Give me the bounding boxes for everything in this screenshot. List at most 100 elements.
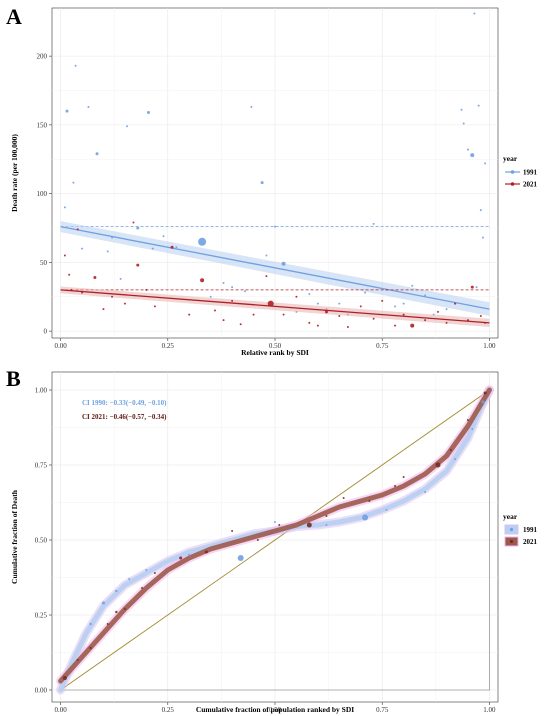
- point-1991: [106, 250, 109, 253]
- point-2021: [93, 276, 97, 279]
- point-1991: [460, 108, 463, 111]
- panel-a-legend-title: year: [503, 154, 518, 163]
- panel-b-legend-2021-label: 2021: [523, 538, 538, 546]
- y-tick-label: 0.75: [35, 462, 48, 470]
- panel-b-legend-1991-marker: [509, 527, 514, 532]
- x-tick-label: 0.50: [269, 342, 282, 350]
- y-tick-label: 0.25: [35, 612, 48, 620]
- point-1991: [265, 254, 268, 257]
- point-1991: [411, 284, 414, 287]
- point-2021: [338, 315, 341, 317]
- panel-a-y-axis-title: Death rate (per 100,000): [10, 134, 19, 212]
- point-2021: [89, 646, 92, 650]
- point-1991: [470, 153, 475, 158]
- fit-line-1991: [60, 225, 490, 310]
- point-1991: [385, 509, 388, 511]
- point-1991: [222, 282, 225, 284]
- point-2021: [123, 302, 126, 305]
- x-tick-label: 0.75: [376, 706, 389, 714]
- point-2021: [231, 299, 234, 302]
- point-2021: [68, 273, 71, 276]
- point-1991: [462, 122, 465, 125]
- point-2021: [76, 659, 79, 661]
- point-2021: [346, 326, 349, 328]
- point-2021: [222, 319, 225, 322]
- point-1991: [481, 236, 484, 239]
- point-1991: [274, 521, 276, 523]
- panel-a-x-axis-title: Relative rank by SDI: [241, 348, 309, 357]
- fit-band-1991: [60, 221, 490, 316]
- point-2021: [76, 228, 79, 231]
- equality-line: [60, 389, 490, 691]
- y-tick-label: 0: [44, 328, 48, 336]
- panel-b-x-axis-title: Cumulative fraction of population ranked…: [196, 705, 354, 714]
- point-2021: [145, 288, 148, 291]
- point-1991: [338, 302, 341, 305]
- point-2021: [231, 530, 234, 532]
- point-1991: [479, 209, 482, 212]
- point-1991: [65, 109, 69, 113]
- point-2021: [267, 300, 274, 307]
- point-1991: [481, 400, 485, 404]
- point-2021: [102, 308, 105, 311]
- panel-b-legend-1991-label: 1991: [523, 526, 538, 534]
- panel-b-y-axis-title: Cumulative fraction of Death: [10, 489, 19, 584]
- point-1991: [308, 293, 311, 295]
- point-2021: [466, 419, 469, 421]
- point-2021: [62, 676, 67, 680]
- y-tick-label: 150: [37, 121, 48, 129]
- point-1991: [466, 148, 469, 151]
- point-2021: [381, 299, 384, 302]
- panel-b-ci-2021-annotation: CI 2021: −0.46(−0.57, −0.34): [82, 413, 167, 421]
- point-2021: [394, 485, 397, 487]
- point-2021: [153, 305, 156, 308]
- point-1991: [424, 294, 427, 297]
- point-1991: [89, 622, 92, 626]
- point-2021: [111, 295, 114, 298]
- point-1991: [209, 295, 212, 298]
- point-1991: [126, 125, 129, 128]
- point-1991: [151, 247, 154, 250]
- point-1991: [119, 277, 122, 280]
- point-2021: [188, 313, 191, 316]
- x-tick-label: 1.00: [483, 342, 496, 350]
- point-2021: [470, 285, 474, 289]
- point-2021: [306, 522, 312, 528]
- panel-a: A 0.00 0.25 0.50 0.75 1.00 0 50 100 150 200 Relat…: [6, 4, 538, 357]
- point-2021: [132, 221, 135, 224]
- curve-2021: [58, 387, 492, 684]
- point-2021: [204, 550, 208, 554]
- point-1991: [101, 601, 105, 605]
- panel-a-axes: 0.00 0.25 0.50 0.75 1.00 0 50 100 150 200: [37, 53, 497, 350]
- x-tick-label: 0.50: [269, 706, 282, 714]
- point-1991: [424, 491, 427, 493]
- y-tick-label: 0.50: [35, 537, 48, 545]
- point-1991: [484, 162, 487, 165]
- point-2021: [252, 313, 255, 316]
- point-2021: [213, 309, 216, 312]
- point-1991: [146, 111, 150, 114]
- y-tick-label: 0.00: [35, 687, 48, 695]
- panel-b-legend-title: year: [503, 512, 518, 521]
- point-1991: [136, 226, 140, 230]
- point-1991: [115, 589, 118, 593]
- point-2021: [372, 317, 375, 320]
- panel-b-letter: B: [6, 366, 21, 391]
- point-2021: [295, 295, 298, 298]
- point-2021: [308, 321, 311, 324]
- panel-a-marks: [60, 12, 490, 328]
- x-tick-label: 0.25: [162, 706, 175, 714]
- panel-b-axes: 0.00 0.25 0.50 0.75 1.00 0.00 0.25 0.50 0.75 1.00: [35, 387, 496, 715]
- point-2021: [265, 275, 268, 278]
- y-tick-label: 100: [37, 190, 48, 198]
- point-2021: [436, 310, 439, 313]
- point-2021: [170, 245, 174, 249]
- point-2021: [325, 515, 328, 517]
- point-1991: [63, 206, 66, 209]
- x-tick-label: 0.75: [376, 342, 389, 350]
- point-1991: [477, 104, 480, 107]
- point-2021: [402, 313, 405, 316]
- point-1991: [74, 64, 77, 67]
- x-tick-label: 0.25: [162, 342, 175, 350]
